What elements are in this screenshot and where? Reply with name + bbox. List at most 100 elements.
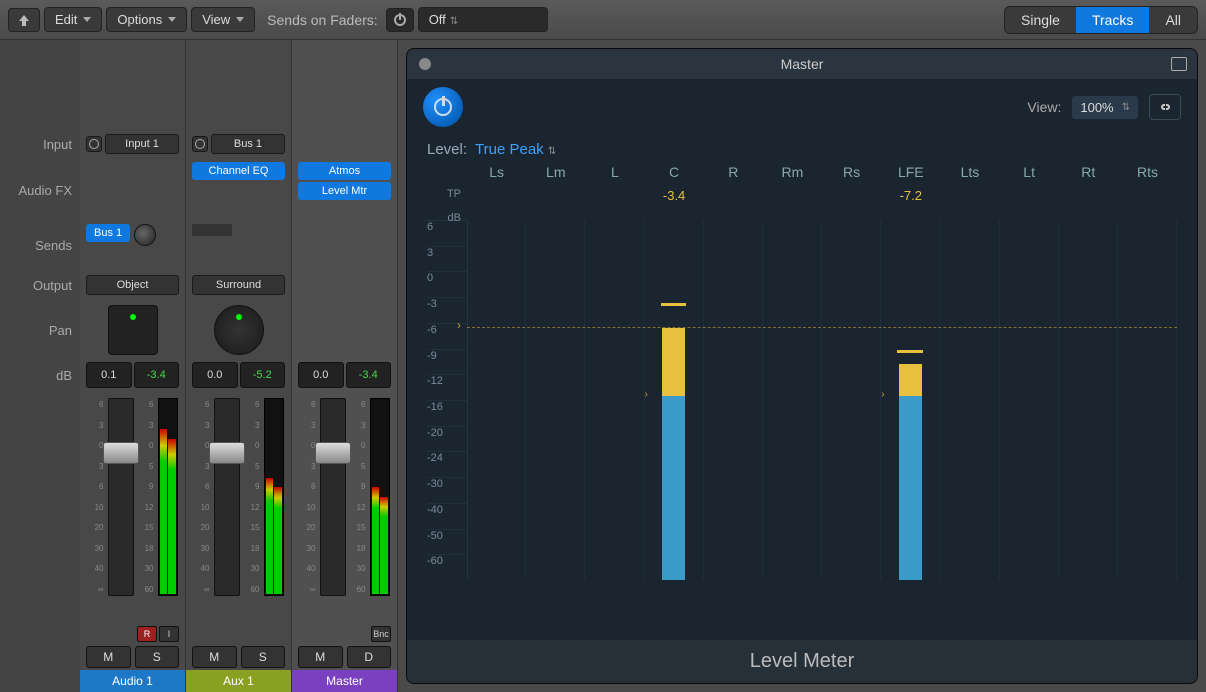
channel-strip: Bus 1 Channel EQ Surround 0.0-5.2 6303610203… bbox=[186, 40, 292, 692]
sends-on-faders-label: Sends on Faders: bbox=[267, 12, 378, 28]
db-value-right[interactable]: -3.4 bbox=[134, 362, 180, 388]
meter-bar-col bbox=[1059, 220, 1118, 580]
tp-value: -3.4 bbox=[663, 188, 685, 203]
close-icon[interactable] bbox=[419, 58, 431, 70]
output-select[interactable]: Object bbox=[86, 275, 179, 295]
label-output: Output bbox=[0, 270, 80, 300]
channel-strip: Input 1 Bus 1 Object 0.1-3.4 6303610203040∞ 6… bbox=[80, 40, 186, 692]
db-tick: -30 bbox=[427, 477, 467, 503]
plugin-slot[interactable]: Level Mtr bbox=[298, 182, 391, 200]
meter-bar-col bbox=[526, 220, 585, 580]
ms-button[interactable]: M bbox=[192, 646, 237, 668]
db-value-right[interactable]: -3.4 bbox=[346, 362, 392, 388]
ms-button[interactable]: M bbox=[86, 646, 131, 668]
meter-channel-label: Lt bbox=[1000, 164, 1059, 188]
send-slot[interactable]: Bus 1 bbox=[86, 224, 130, 242]
db-value-left[interactable]: 0.0 bbox=[192, 362, 238, 388]
db-tick: -50 bbox=[427, 529, 467, 555]
plugin-titlebar: Master bbox=[407, 49, 1197, 79]
db-value-left[interactable]: 0.0 bbox=[298, 362, 344, 388]
channel-name[interactable]: Master bbox=[292, 670, 397, 692]
ms-button[interactable]: D bbox=[347, 646, 392, 668]
sends-power-button[interactable] bbox=[386, 8, 414, 32]
meter-bar-col: › bbox=[645, 220, 704, 580]
options-menu[interactable]: Options bbox=[106, 7, 187, 32]
meter-panel: LsLmLCRRmRsLFELtsLtRtRts TP -3.4-7.2 dB … bbox=[407, 164, 1197, 640]
link-icon[interactable] bbox=[1149, 94, 1181, 120]
db-value-left[interactable]: 0.1 bbox=[86, 362, 132, 388]
channel-name[interactable]: Audio 1 bbox=[80, 670, 185, 692]
tp-label: TP bbox=[427, 188, 467, 200]
plugin-title: Master bbox=[781, 56, 824, 72]
seg-tracks[interactable]: Tracks bbox=[1076, 7, 1149, 33]
level-label: Level: bbox=[427, 141, 467, 158]
up-arrow-button[interactable] bbox=[8, 8, 40, 32]
fader-scale: 6303610203040∞ bbox=[88, 398, 104, 596]
meter-channel-label: C bbox=[645, 164, 704, 188]
plugin-view-label: View: bbox=[1027, 99, 1061, 115]
ms-button[interactable]: S bbox=[241, 646, 286, 668]
meter-channel-label: R bbox=[704, 164, 763, 188]
meter-bar-col bbox=[704, 220, 763, 580]
db-tick: -40 bbox=[427, 503, 467, 529]
input-select[interactable]: Bus 1 bbox=[211, 134, 285, 154]
ms-button[interactable]: M bbox=[298, 646, 343, 668]
channel-strip: AtmosLevel Mtr0.0-3.46303610203040∞63059… bbox=[292, 40, 398, 692]
fader[interactable] bbox=[214, 398, 240, 596]
output-select[interactable]: Surround bbox=[192, 275, 285, 295]
input-io-icon[interactable] bbox=[86, 136, 102, 152]
meter-scale: 630591215183060 bbox=[244, 398, 260, 596]
meter-bar-col bbox=[1000, 220, 1059, 580]
meter-bar-col bbox=[467, 220, 526, 580]
fader[interactable] bbox=[108, 398, 134, 596]
meter-channel-label: L bbox=[585, 164, 644, 188]
fader-scale: 6303610203040∞ bbox=[194, 398, 210, 596]
meter-channel-label: Lts bbox=[940, 164, 999, 188]
row-labels: Input Audio FX Sends Output Pan dB bbox=[0, 40, 80, 692]
fader[interactable] bbox=[320, 398, 346, 596]
db-tick: -3 bbox=[427, 297, 467, 323]
db-value-right[interactable]: -5.2 bbox=[240, 362, 286, 388]
plugin-power-button[interactable] bbox=[423, 87, 463, 127]
sends-select[interactable]: Off bbox=[418, 7, 548, 32]
view-scope-segment: Single Tracks All bbox=[1004, 6, 1198, 34]
expand-icon[interactable] bbox=[1171, 57, 1187, 71]
meter-scale: 630591215183060 bbox=[138, 398, 154, 596]
seg-all[interactable]: All bbox=[1149, 7, 1197, 33]
db-tick: -6 bbox=[427, 323, 467, 349]
send-knob[interactable] bbox=[134, 224, 156, 246]
edit-menu[interactable]: Edit bbox=[44, 7, 102, 32]
input-select[interactable]: Input 1 bbox=[105, 134, 179, 154]
ri-button[interactable]: R bbox=[137, 626, 157, 642]
meter-bar-col bbox=[822, 220, 881, 580]
level-mode-select[interactable]: True Peak bbox=[475, 141, 556, 158]
panner-grid[interactable] bbox=[108, 305, 158, 355]
label-input: Input bbox=[0, 128, 80, 160]
plugin-zoom-select[interactable]: 100% bbox=[1071, 95, 1139, 120]
meter-scale: 630591215183060 bbox=[350, 398, 366, 596]
plugin-toolbar: View: 100% bbox=[407, 79, 1197, 135]
send-empty[interactable] bbox=[192, 224, 232, 236]
channel-name[interactable]: Aux 1 bbox=[186, 670, 291, 692]
tp-value: -7.2 bbox=[900, 188, 922, 203]
plugin-slot[interactable]: Channel EQ bbox=[192, 162, 285, 180]
db-tick: 3 bbox=[427, 246, 467, 272]
channel-meter bbox=[158, 398, 178, 596]
db-tick: 6 bbox=[427, 220, 467, 246]
plugin-slot[interactable]: Atmos bbox=[298, 162, 391, 180]
panner-surround[interactable] bbox=[214, 305, 264, 355]
label-db: dB bbox=[0, 360, 80, 390]
label-sends: Sends bbox=[0, 220, 80, 270]
db-tick: -12 bbox=[427, 374, 467, 400]
meter-channel-label: Rts bbox=[1118, 164, 1177, 188]
meter-bar-col bbox=[763, 220, 822, 580]
ms-button[interactable]: S bbox=[135, 646, 180, 668]
ri-button[interactable]: Bnc bbox=[371, 626, 391, 642]
meter-bar-col bbox=[940, 220, 999, 580]
channel-meter bbox=[264, 398, 284, 596]
view-menu[interactable]: View bbox=[191, 7, 255, 32]
meter-channel-label: Rt bbox=[1059, 164, 1118, 188]
seg-single[interactable]: Single bbox=[1005, 7, 1076, 33]
input-io-icon[interactable] bbox=[192, 136, 208, 152]
ri-button[interactable]: I bbox=[159, 626, 179, 642]
